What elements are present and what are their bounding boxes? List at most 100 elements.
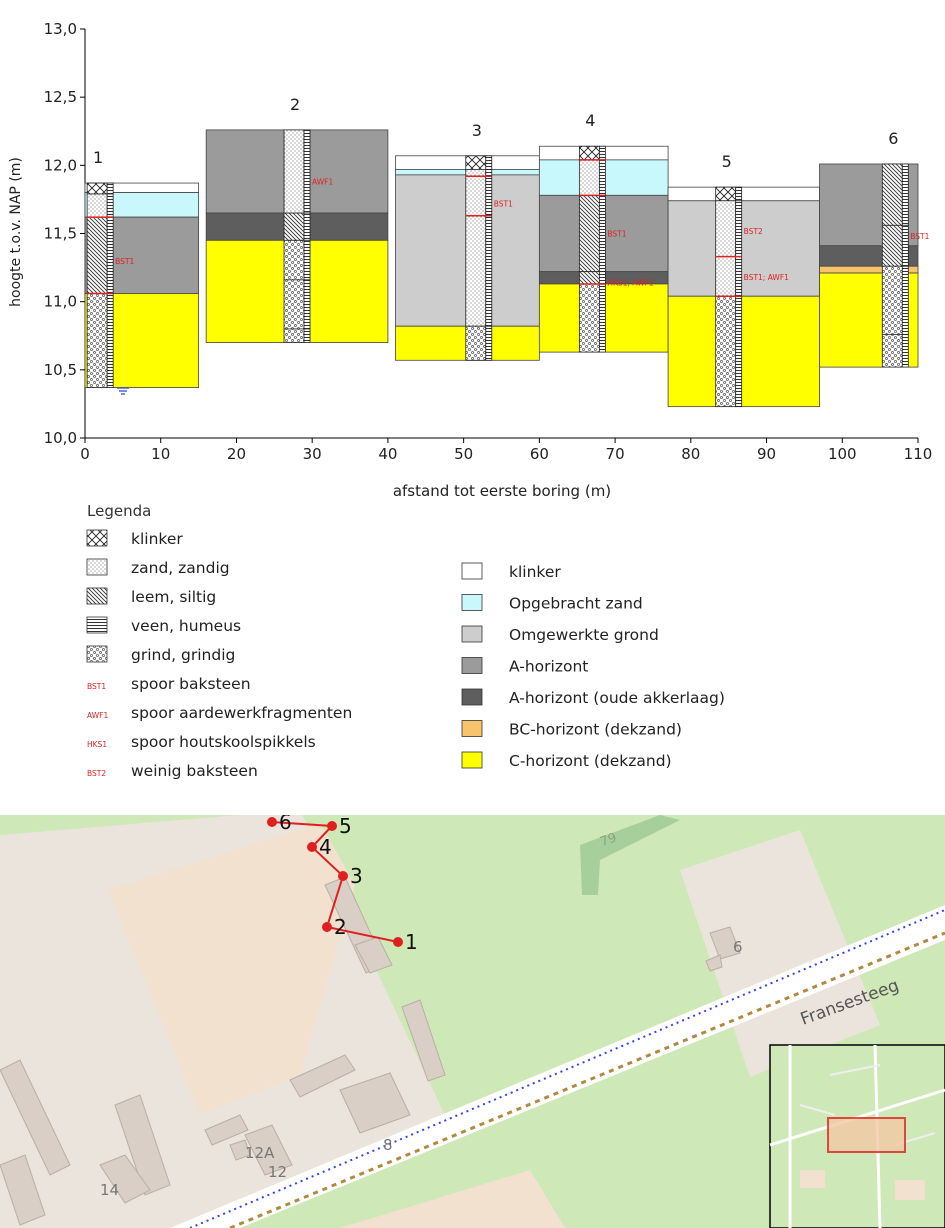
road-border-bottom [229,931,945,1228]
core-segment-grind [715,295,737,408]
legend-horizon-swatch [461,688,483,706]
x-axis-label: afstand tot eerste boring (m) [393,482,611,500]
x-tick-label: 30 [303,445,322,463]
core-segment-zand [465,169,487,327]
core-segment-leem [578,194,600,273]
legend-label: zand, zandig [131,559,230,577]
legend-label: grind, grindig [131,646,235,664]
horizon-layers [84,129,919,408]
boring-point-label: 5 [339,815,352,838]
y-tick-label: 11,0 [44,293,77,311]
boring-point-label: 6 [279,815,292,834]
legend-horizon-swatch [461,625,483,643]
core-strip [485,325,493,361]
boring-point-marker [267,817,277,827]
axis-ticks: 0 10 20 30 40 50 60 70 80 90 100 110 10,0 10,5 11,0 11,… [44,20,933,463]
legend-label: weinig baksteen [131,762,258,780]
building [244,1124,293,1176]
core-segment-grind [881,265,903,335]
core-strip [901,333,909,368]
core-strip [735,295,743,408]
legend-horizon-swatch [461,562,483,580]
building [0,1154,46,1226]
core-segment-klinker [715,186,737,202]
boring-label: 2 [290,95,300,114]
observation-marker: BST1 [607,230,626,239]
core-strip [106,293,114,388]
core-strip [303,212,311,241]
core-strip [901,163,909,226]
core-segment-klinker [86,182,108,195]
legend-label: spoor aardewerkfragmenten [131,704,352,722]
boring-point-label: 4 [319,835,332,859]
legend-lithology: klinker zand, zandig leem, siltig veen, hum… [86,529,352,780]
core-strip [303,129,311,214]
legend-horizon-label: Opgebracht zand [509,595,643,613]
legend-horizon-swatch [461,594,483,611]
legend-label: klinker [131,530,183,548]
building [0,1059,71,1176]
core-strip [598,194,606,273]
y-tick-label: 11,5 [44,225,77,243]
y-axis-label: hoogte t.o.v. NAP (m) [8,157,24,307]
legend: Legenda klinker zand, zandig leem, siltig v… [86,502,725,780]
boring-label: 3 [472,121,482,140]
legend-label: veen, humeus [131,617,241,635]
x-tick-label: 60 [530,445,549,463]
boring-label: 6 [888,129,898,148]
path-label-79: 79 [598,830,619,850]
horizon-layer-c [667,295,820,408]
legend-horizon-label: BC-horizont (dekzand) [509,721,682,739]
observation-marker: BST2 [744,227,763,236]
core-strip [485,155,493,170]
observation-marker: BST1; AWF1 [744,273,789,282]
x-tick-label: 90 [757,445,776,463]
building [229,1139,251,1161]
legend-horizon-label: Omgewerkte grond [509,626,659,644]
building [705,954,723,972]
core-strip [106,216,114,294]
core-segment-grind [283,328,305,343]
x-tick-label: 80 [681,445,700,463]
legend-title: Legenda [87,502,151,520]
observation-marker: BST1 [115,257,134,266]
legend-marker-code: HKS1 [87,740,107,749]
core-strip [598,145,606,161]
legend-horizon-label: klinker [509,563,561,581]
legend-marker-code: BST2 [87,769,106,778]
horizon-layer-omgewerkt [667,200,820,297]
building [709,926,741,960]
core-strip [106,193,114,218]
boring-point-marker [327,821,337,831]
boring-point-marker [322,922,332,932]
observation-marker: HKS1; AWF1 [607,279,653,288]
x-tick-label: 10 [151,445,170,463]
core-segment-grind [283,279,305,330]
boring-profile-chart: BST1 AWF1 BST1 BST1 HKS1; AWF1 BST2 BST1; AWF1… [8,20,933,780]
core-segment-grind [465,325,487,361]
core-segment-zand [715,200,737,297]
boring-point-label: 3 [350,864,363,888]
legend-label: spoor baksteen [131,675,251,693]
legend-swatch-veen [86,616,108,634]
core-segment-grind [283,239,305,281]
core-strip [303,239,311,281]
legend-horizon-swatch [461,751,483,769]
legend-marker-code: BST1 [87,682,106,691]
core-segment-zand [283,129,305,214]
y-tick-label: 10,0 [44,429,77,447]
boring-labels: 1 2 3 4 5 6 [93,95,898,171]
core-strip [598,271,606,285]
observation-marker: BST1 [494,200,513,209]
legend-marker-code: AWF1 [87,711,108,720]
legend-horizon-label: A-horizont (oude akkerlaag) [509,689,725,707]
core-segment-grind [86,293,108,388]
y-tick-label: 13,0 [44,20,77,38]
core-segment-leem [86,216,108,294]
boring-cores: BST1 AWF1 BST1 BST1 HKS1; AWF1 BST2 BST1; AWF1… [86,129,930,408]
legend-label: leem, siltig [131,588,216,606]
core-segment-klinker [465,155,487,170]
overview-inset [769,1044,945,1228]
core-strip [303,279,311,330]
